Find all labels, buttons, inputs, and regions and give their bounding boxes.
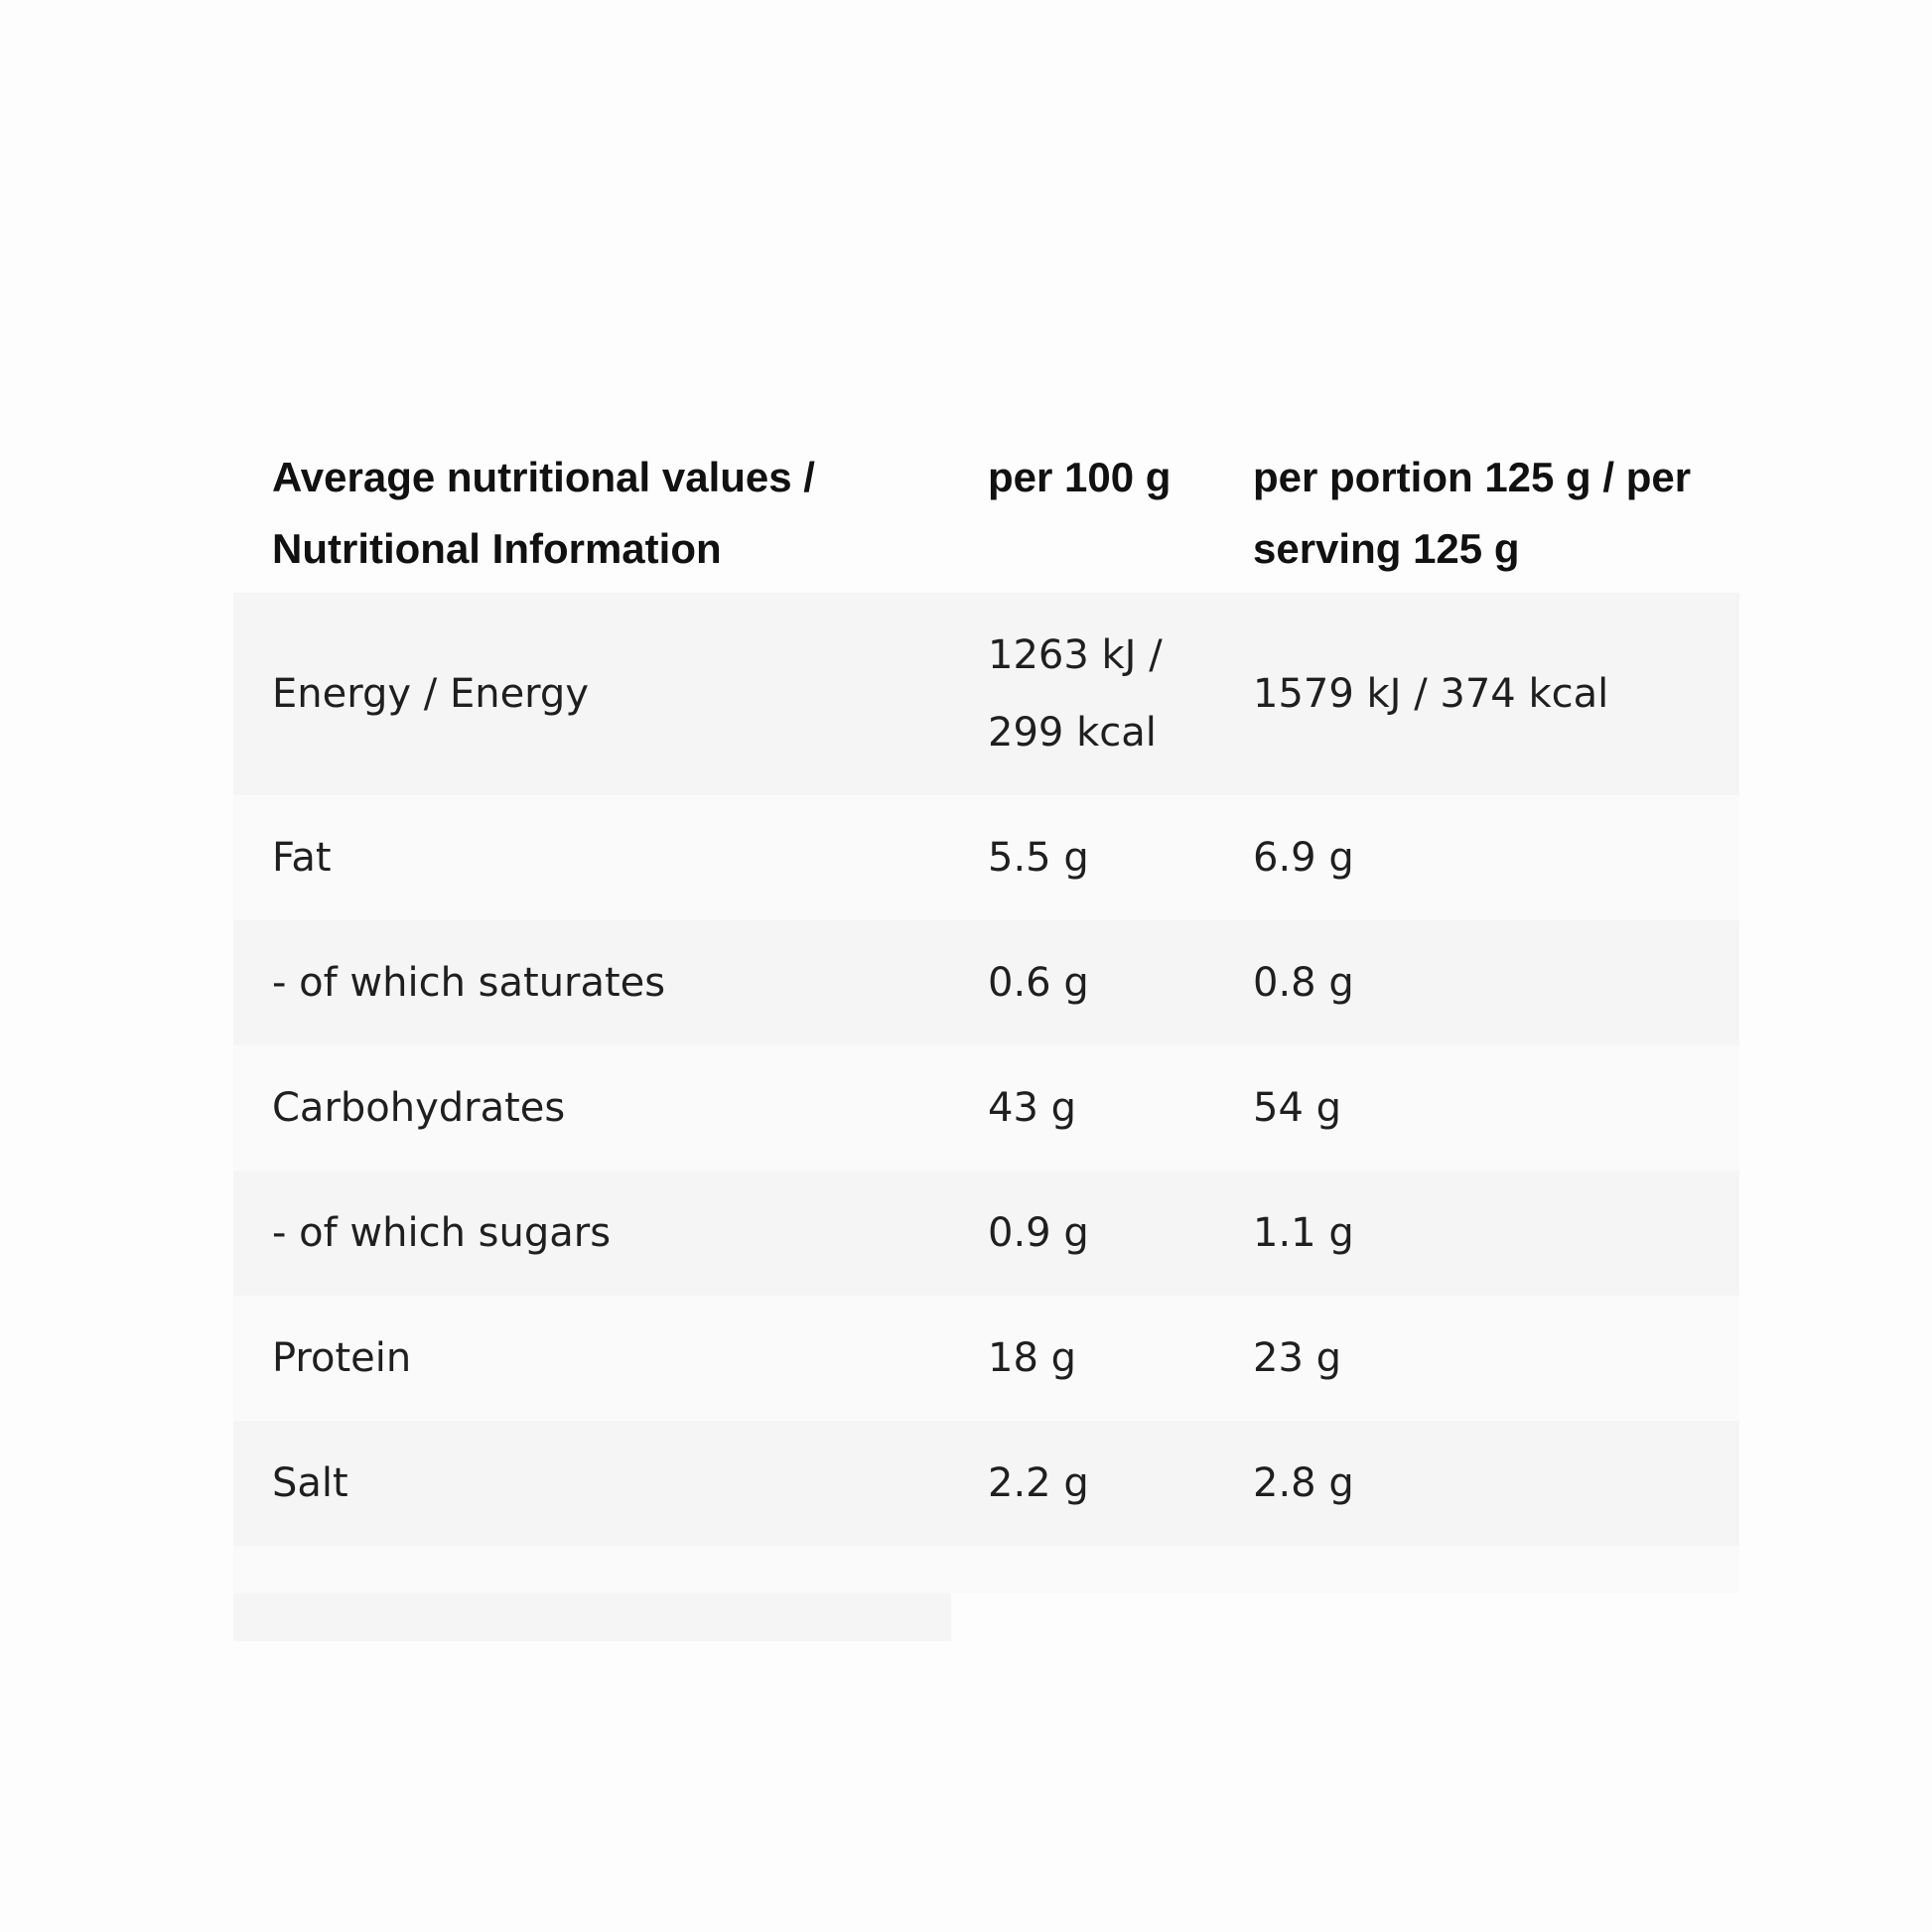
table-row: Salt 2.2 g 2.8 g	[233, 1421, 1739, 1546]
table-row: Carbohydrates 43 g 54 g	[233, 1045, 1739, 1171]
value-per-100g: 0.6 g	[988, 960, 1089, 1006]
nutrient-label: - of which saturates	[272, 960, 666, 1006]
value-per-portion: 2.8 g	[1253, 1460, 1354, 1506]
value-per-portion: 6.9 g	[1253, 835, 1354, 881]
table-row: Energy / Energy 1263 kJ / 299 kcal 1579 …	[233, 593, 1739, 795]
value-per-portion: 23 g	[1253, 1335, 1342, 1381]
nutrition-table: Average nutritional values / Nutritional…	[233, 417, 1739, 1641]
value-per-portion: 1.1 g	[1253, 1210, 1354, 1256]
table-tail-row	[233, 1593, 951, 1641]
nutrient-label: - of which sugars	[272, 1210, 612, 1256]
value-per-portion: 1579 kJ / 374 kcal	[1253, 671, 1609, 717]
value-per-100g: 0.9 g	[988, 1210, 1089, 1256]
header-nutrient: Average nutritional values / Nutritional…	[272, 454, 815, 572]
nutrient-label: Carbohydrates	[272, 1085, 566, 1131]
value-per-portion: 54 g	[1253, 1085, 1342, 1131]
table-header: Average nutritional values / Nutritional…	[233, 417, 1739, 593]
nutrient-label: Fat	[272, 835, 332, 881]
value-per-100g: 18 g	[988, 1335, 1077, 1381]
nutrient-label: Energy / Energy	[272, 671, 589, 717]
header-per-portion: per portion 125 g / per serving 125 g	[1253, 454, 1692, 572]
table-row: - of which sugars 0.9 g 1.1 g	[233, 1171, 1739, 1296]
header-per-100g: per 100 g	[988, 454, 1172, 500]
table-row: Fat 5.5 g 6.9 g	[233, 795, 1739, 920]
value-per-100g: 2.2 g	[988, 1460, 1089, 1506]
value-per-100g: 1263 kJ / 299 kcal	[988, 632, 1163, 756]
table-spacer-row	[233, 1546, 1739, 1593]
table-row: - of which saturates 0.6 g 0.8 g	[233, 920, 1739, 1045]
value-per-portion: 0.8 g	[1253, 960, 1354, 1006]
value-per-100g: 43 g	[988, 1085, 1077, 1131]
table-row: Protein 18 g 23 g	[233, 1296, 1739, 1421]
nutrient-label: Salt	[272, 1460, 348, 1506]
nutrient-label: Protein	[272, 1335, 412, 1381]
value-per-100g: 5.5 g	[988, 835, 1089, 881]
